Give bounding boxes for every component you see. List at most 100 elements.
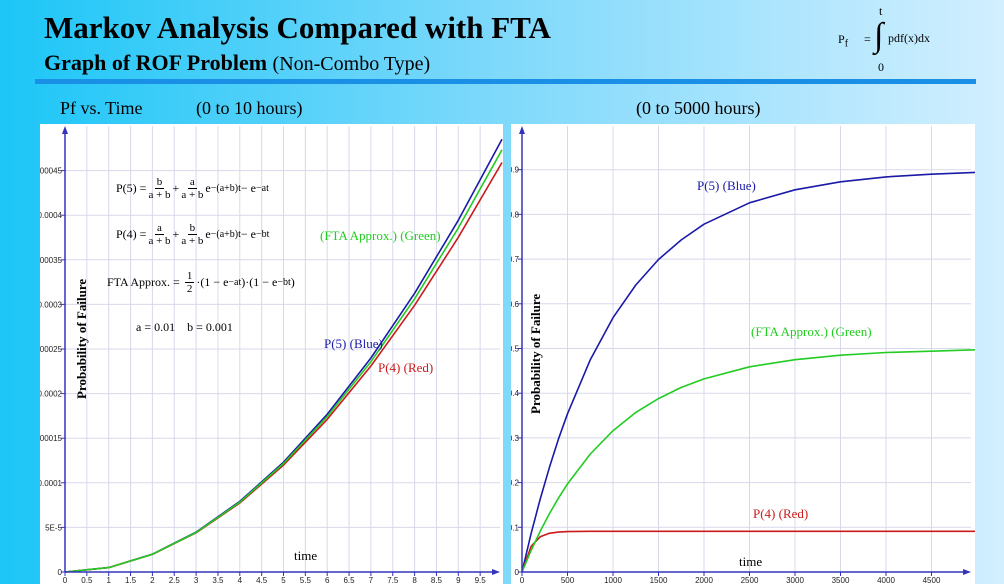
y-tick-label: 0.0002 (40, 390, 63, 399)
y-tick-label: 0 (58, 568, 63, 577)
numerator: a (155, 222, 164, 235)
label-green-series: (FTA Approx.) (Green) (751, 324, 872, 339)
x-axis-label: time (739, 554, 763, 569)
x-tick-label: 8.5 (431, 576, 443, 584)
x-tick-label: 9 (456, 576, 461, 584)
upper-limit: t (879, 4, 883, 18)
page-title: Markov Analysis Compared with FTA (44, 10, 551, 45)
lower-limit: 0 (878, 60, 884, 74)
x-tick-label: 1000 (604, 576, 622, 584)
equals-sign: = (864, 32, 871, 46)
right-chart: 0 500 1000 1500 2000 2500 3000 3500 4000 4500 0 0.1… (511, 126, 975, 584)
x-tick-label: 2.5 (169, 576, 181, 584)
denominator: a + b (181, 235, 204, 247)
fta-lhs: FTA Approx. = (107, 275, 180, 289)
x-tick-label: 6 (325, 576, 330, 584)
exp: − e (240, 227, 256, 241)
x-tick-label: 8 (412, 576, 417, 584)
y-axis-label: Probability of Failure (528, 293, 543, 414)
x-tick-label: 4 (238, 576, 243, 584)
exponent: −bt (255, 229, 270, 240)
x-tick-label: 5.5 (300, 576, 312, 584)
y-tick-label: 0.8 (511, 210, 520, 219)
exp: − e (240, 181, 256, 195)
integrand: pdf(x)dx (888, 31, 930, 45)
formula-lhs: Pf (838, 32, 848, 49)
y-tick-label: 0.0004 (40, 211, 63, 220)
y-tick-label: 0.3 (511, 434, 520, 443)
y-tick-label: 0.7 (511, 255, 520, 264)
y-tick-label: 0.9 (511, 166, 520, 175)
x-tick-label: 7 (369, 576, 374, 584)
label-blue-series: P(5) (Blue) (697, 178, 756, 193)
left-chart: 0 0.5 1 1.5 2 2.5 3 3.5 4 4.5 5 5.5 6 6.5 7 7.5 8 8.5 9 9.5… (40, 126, 503, 584)
exponent: −(a+b)t (210, 229, 241, 240)
y-axis-arrow-icon (519, 126, 525, 134)
y-tick-label: 0.00015 (40, 434, 63, 443)
y-tick-label: 5E-5 (45, 523, 62, 532)
x-tick-label: 7.5 (387, 576, 399, 584)
x-tick-label: 2500 (741, 576, 759, 584)
p5-lhs: P(5) = (116, 181, 147, 195)
exponent: −bt (277, 277, 291, 288)
series-line-green (64, 149, 503, 573)
x-axis-label: time (294, 548, 318, 563)
exp: e (205, 227, 211, 241)
x-tick-label: 2000 (695, 576, 713, 584)
x-tick-label: 0 (63, 576, 68, 584)
x-tick-label: 2 (150, 576, 155, 584)
y-tick-label: 0.0003 (40, 300, 63, 309)
series-line-red (521, 530, 975, 573)
x-tick-label: 4500 (923, 576, 941, 584)
pf-symbol: P (838, 32, 845, 46)
x-axis-arrow-icon (492, 569, 500, 575)
caption-left-range: (0 to 10 hours) (196, 98, 303, 118)
label-green-series: (FTA Approx.) (Green) (320, 228, 441, 243)
x-tick-label: 3.5 (212, 576, 224, 584)
term: ·(1 − e (196, 275, 229, 289)
caption-right-range: (0 to 5000 hours) (636, 98, 761, 118)
y-tick-label: 0.6 (511, 300, 520, 309)
term: )·(1 − e (241, 275, 278, 289)
x-tick-label: 1.5 (125, 576, 137, 584)
y-tick-label: 0.00025 (40, 345, 63, 354)
x-tick-label: 9.5 (475, 576, 487, 584)
y-tick-label: 0.2 (511, 479, 520, 488)
x-tick-label: 5 (281, 576, 286, 584)
x-tick-label: 4.5 (256, 576, 268, 584)
p4-lhs: P(4) = (116, 227, 147, 241)
y-tick-label: 0.00035 (40, 256, 63, 265)
label-red-series: P(4) (Red) (378, 360, 434, 375)
subtitle-note: (Non-Combo Type) (272, 53, 431, 75)
x-tick-label: 3000 (786, 576, 804, 584)
x-tick-label: 6.5 (343, 576, 355, 584)
x-tick-label: 500 (561, 576, 575, 584)
right-chart-panel: 0 500 1000 1500 2000 2500 3000 3500 4000 4500 0 0.1… (511, 124, 975, 584)
title-divider (35, 79, 976, 84)
x-tick-label: 3 (194, 576, 199, 584)
numerator: b (154, 176, 165, 189)
label-blue-series: P(5) (Blue) (324, 336, 383, 351)
numerator: b (187, 222, 198, 235)
term: ) (290, 275, 295, 289)
series-line-blue (521, 171, 975, 573)
numerator: 1 (184, 270, 195, 283)
x-axis-arrow-icon (963, 569, 971, 575)
x-tick-label: 1500 (650, 576, 668, 584)
x-tick-label: 1 (106, 576, 111, 584)
label-red-series: P(4) (Red) (753, 506, 809, 521)
y-tick-label: 0.4 (511, 389, 520, 398)
denominator: 2 (186, 283, 193, 295)
page-subtitle: Graph of ROF Problem (Non-Combo Type) (44, 50, 430, 76)
y-axis-arrow-icon (62, 126, 68, 134)
y-tick-label: 0.1 (511, 523, 520, 532)
parameters: a = 0.01 b = 0.001 (136, 320, 233, 334)
exp: e (205, 181, 211, 195)
y-tick-label: 0.0001 (40, 479, 63, 488)
